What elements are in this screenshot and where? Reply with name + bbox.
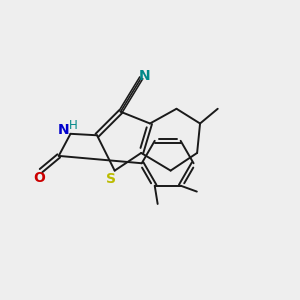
Text: N: N	[138, 69, 150, 83]
Text: N: N	[57, 123, 69, 137]
Text: S: S	[106, 172, 116, 186]
Text: H: H	[69, 119, 78, 132]
Text: O: O	[33, 171, 45, 185]
